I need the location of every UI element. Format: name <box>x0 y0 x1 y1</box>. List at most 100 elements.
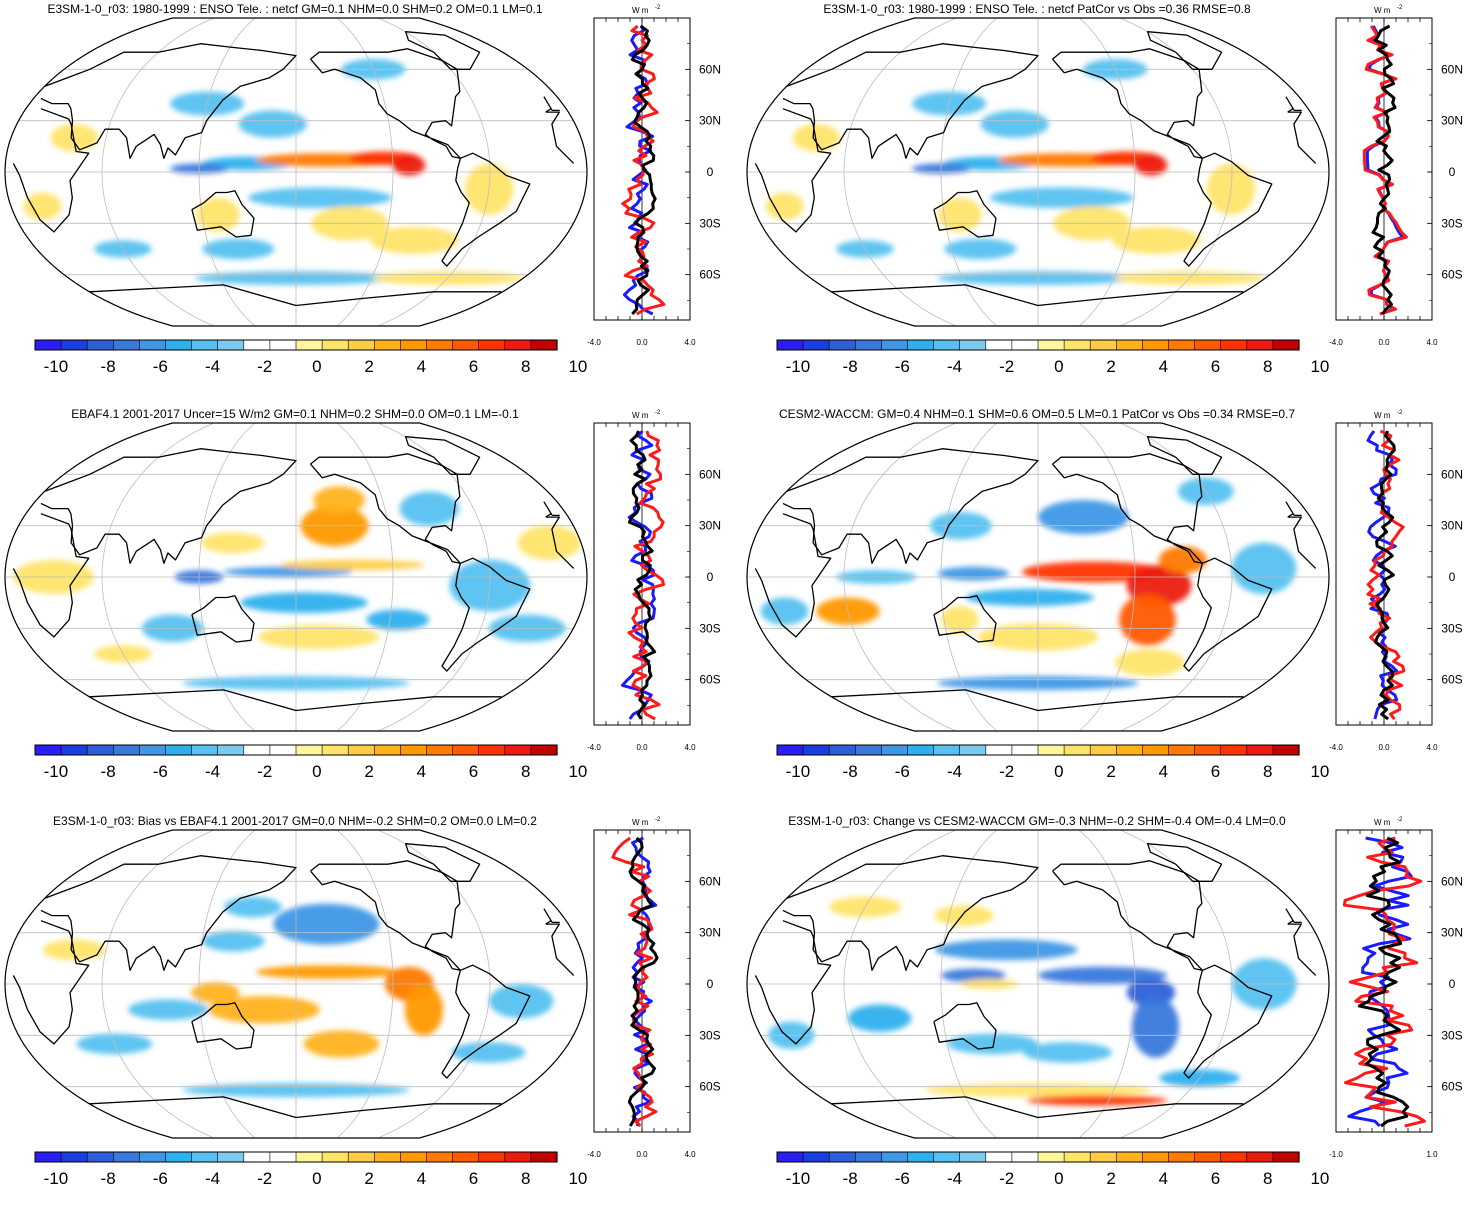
colorbar-swatch <box>165 744 193 756</box>
anomaly-region <box>313 486 366 514</box>
anomaly-region <box>248 187 392 208</box>
anomaly-region <box>23 192 62 220</box>
coastline <box>404 843 481 882</box>
colorbar-swatch <box>86 744 114 756</box>
map-figure: W m -2 60N 30N 0 30S 60S -4.0 0.0 4.0 -10 -8 -6 -4 -2 0… <box>746 5 1463 376</box>
colorbar <box>34 744 558 756</box>
anomaly-region <box>303 1030 380 1058</box>
colorbar-tick-label: -10 <box>786 1169 811 1188</box>
colorbar-tick-label: -6 <box>153 357 168 376</box>
colorbar-tick-label: -2 <box>257 762 272 781</box>
panel-title: E3SM-1-0_r03: 1980-1999 : ENSO Tele. : n… <box>823 2 1251 16</box>
colorbar-swatch <box>855 744 883 756</box>
latitude-label: 30S <box>699 216 720 230</box>
colorbar-tick-label: -8 <box>843 1169 858 1188</box>
map-panel-4: CESM2-WACCM: GM=0.4 NHM=0.1 SHM=0.6 OM=0… <box>742 405 1483 800</box>
colorbar-swatch <box>321 744 349 756</box>
latitude-label: 30N <box>699 519 721 533</box>
coastline <box>441 152 531 267</box>
colorbar-swatch <box>1142 744 1170 756</box>
colorbar-swatch <box>881 339 909 351</box>
colorbar-swatch <box>400 339 428 351</box>
coastline <box>191 595 255 643</box>
colorbar-swatch <box>933 1151 961 1163</box>
coastline <box>89 284 502 307</box>
anomaly-region <box>1231 542 1297 595</box>
unit-label: W m <box>632 411 649 420</box>
colorbar-tick-label: 10 <box>568 357 587 376</box>
colorbar-swatch <box>828 339 856 351</box>
coastline <box>441 964 531 1079</box>
profile-x-tick: 0.0 <box>1378 743 1390 752</box>
unit-label: W m <box>1374 411 1391 420</box>
colorbar-swatch <box>855 339 883 351</box>
latitude-label: 0 <box>707 977 714 991</box>
colorbar-swatch <box>959 744 987 756</box>
coastline <box>1183 964 1273 1079</box>
colorbar-tick-label: -4 <box>205 357 220 376</box>
colorbar <box>776 1151 1300 1163</box>
profile-line-mean <box>630 24 657 316</box>
colorbar-swatch <box>828 744 856 756</box>
anomaly-region <box>847 1004 912 1032</box>
unit-label: W m <box>1374 818 1391 827</box>
latitude-label: 60N <box>699 467 721 481</box>
zonal-mean-profile <box>1335 829 1433 1133</box>
colorbar-swatch <box>478 1151 506 1163</box>
colorbar-swatch <box>139 744 167 756</box>
profile-x-tick: -4.0 <box>587 743 601 752</box>
colorbar-tick-label: 4 <box>417 762 426 781</box>
coastline <box>1183 152 1273 267</box>
anomaly-region <box>934 905 994 926</box>
panel-title: EBAF4.1 2001-2017 Uncer=15 W/m2 GM=0.1 N… <box>71 407 519 421</box>
colorbar-swatch <box>113 339 141 351</box>
colorbar-swatch <box>295 339 323 351</box>
colorbar-swatch <box>217 744 245 756</box>
colorbar-swatch <box>373 339 401 351</box>
coastline <box>1052 453 1204 564</box>
coastline <box>191 190 255 238</box>
colorbar-swatch <box>113 1151 141 1163</box>
latitude-label: 0 <box>1449 977 1456 991</box>
zonal-mean-profile <box>1335 17 1433 321</box>
anomaly-region <box>1038 500 1129 535</box>
coastline <box>40 43 560 159</box>
anomaly-region <box>1134 154 1168 176</box>
colorbar-swatch <box>985 744 1013 756</box>
colorbar-swatch <box>321 339 349 351</box>
colorbar-tick-label: 6 <box>469 357 478 376</box>
latitude-label: 60S <box>1441 268 1462 282</box>
colorbar-swatch <box>985 339 1013 351</box>
coastline <box>89 689 502 712</box>
colorbar-tick-label: -4 <box>205 1169 220 1188</box>
anomaly-region <box>760 597 809 625</box>
colorbar-tick-label: -10 <box>44 762 69 781</box>
anomaly-region <box>208 996 320 1024</box>
profile-x-tick: -4.0 <box>1329 743 1343 752</box>
colorbar-swatch <box>321 1151 349 1163</box>
map-panel-3: EBAF4.1 2001-2017 Uncer=15 W/m2 GM=0.1 N… <box>0 405 741 800</box>
anomaly-region <box>990 187 1134 208</box>
colorbar-swatch <box>86 339 114 351</box>
coastline <box>782 43 1302 159</box>
panel-title: CESM2-WACCM: GM=0.4 NHM=0.1 SHM=0.6 OM=0… <box>778 407 1296 421</box>
anomaly-region <box>1119 594 1176 646</box>
profile-x-tick: 4.0 <box>684 743 696 752</box>
colorbar-swatch <box>1272 744 1300 756</box>
profile-line-obs <box>627 430 665 721</box>
zonal-mean-profile <box>593 422 691 726</box>
colorbar-swatch <box>165 1151 193 1163</box>
profile-x-tick: -4.0 <box>587 1150 601 1159</box>
latitude-label: 60N <box>1441 467 1463 481</box>
latitude-label: 60N <box>1441 874 1463 888</box>
colorbar-swatch <box>1037 1151 1065 1163</box>
colorbar-swatch <box>295 744 323 756</box>
colorbar-swatch <box>504 744 532 756</box>
coastline <box>782 448 1302 564</box>
zonal-mean-profile <box>593 17 691 321</box>
colorbar-tick-label: 4 <box>1159 357 1168 376</box>
latitude-label: 60S <box>1441 1080 1462 1094</box>
coastline <box>40 448 560 564</box>
latitude-label: 0 <box>707 570 714 584</box>
colorbar-swatch <box>426 339 454 351</box>
